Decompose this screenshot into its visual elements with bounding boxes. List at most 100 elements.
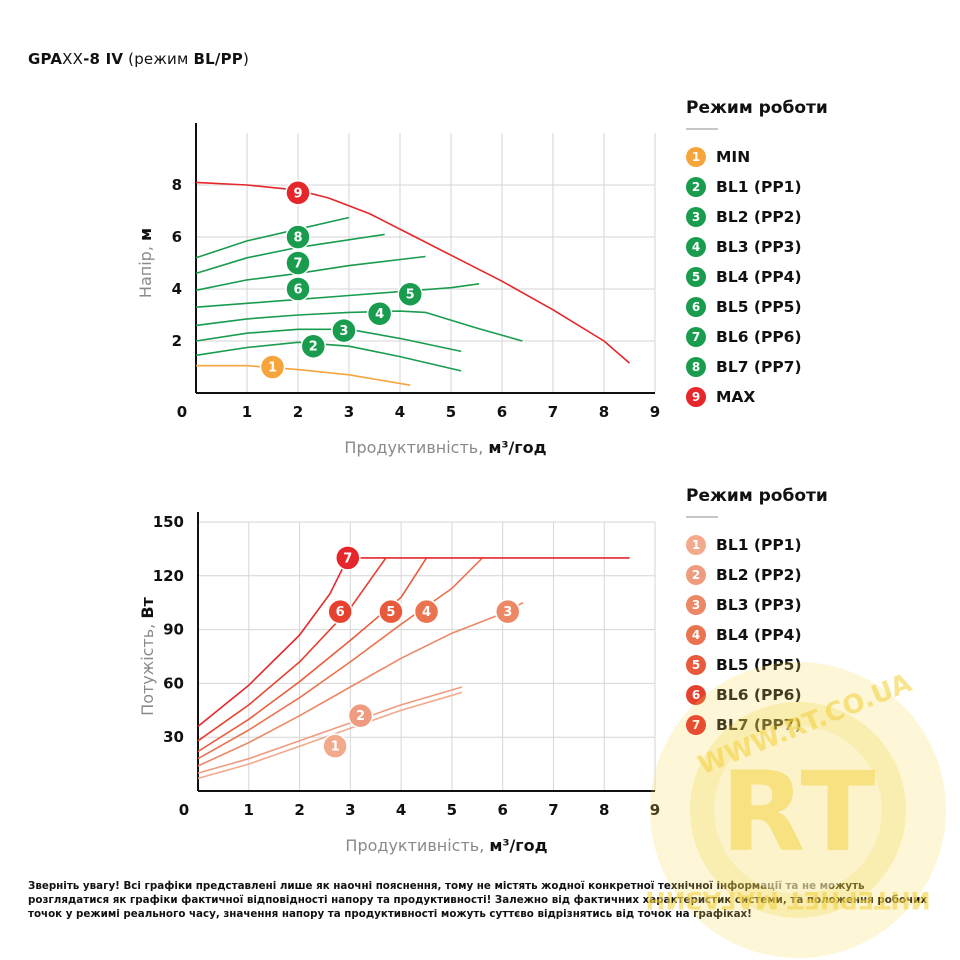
- legend-badge: 6: [686, 297, 706, 317]
- legend-label: BL2 (PP2): [716, 566, 802, 584]
- legend-badge: 3: [686, 207, 706, 227]
- series-marker: 1: [322, 733, 348, 759]
- y-axis-label-unit: Вт: [138, 596, 157, 618]
- legend-label: MAX: [716, 388, 756, 406]
- marker-circle: [335, 545, 361, 571]
- series-marker: 6: [285, 276, 311, 302]
- x-axis-label: Продуктивність, м³/год: [344, 438, 546, 457]
- series-line: [197, 601, 524, 767]
- series-line: [195, 341, 462, 372]
- series-lines: [197, 557, 630, 780]
- legend-label: BL3 (PP3): [716, 596, 802, 614]
- head-legend: Режим роботи 1 MIN 2 BL1 (PP1) 3 BL2 (PP2) 4 BL…: [686, 98, 828, 412]
- marker-circle: [259, 354, 286, 380]
- legend-label: BL7 (PP7): [716, 358, 802, 376]
- x-tick-label: 1: [244, 801, 254, 819]
- series-line: [195, 255, 426, 292]
- legend-divider: [686, 128, 718, 130]
- y-tick-label: 4: [172, 280, 182, 298]
- title-model-placeholder: XX: [62, 50, 84, 68]
- series-line: [197, 557, 630, 728]
- legend-item: 7 BL7 (PP7): [686, 710, 828, 740]
- legend-item: 4 BL3 (PP3): [686, 232, 828, 262]
- legend-item: 1 BL1 (PP1): [686, 530, 828, 560]
- legend-items: 1 MIN 2 BL1 (PP1) 3 BL2 (PP2) 4 BL3 (PP3) 5 BL4 (…: [686, 142, 828, 412]
- title-model-prefix: GPA: [28, 50, 63, 68]
- legend-label: BL1 (PP1): [716, 536, 802, 554]
- legend-label: BL4 (PP4): [716, 268, 802, 286]
- marker-circle: [397, 281, 423, 307]
- legend-badge: 8: [686, 357, 706, 377]
- legend-badge: 5: [686, 267, 706, 287]
- marker-label: 7: [343, 551, 352, 566]
- legend-label: BL2 (PP2): [716, 208, 802, 226]
- y-tick-label: 120: [153, 567, 184, 585]
- legend-item: 2 BL1 (PP1): [686, 172, 828, 202]
- marker-circle: [347, 702, 374, 729]
- marker-label: 5: [406, 288, 415, 303]
- x-tick-label: 3: [345, 801, 355, 819]
- legend-item: 6 BL5 (PP5): [686, 292, 828, 322]
- marker-label: 3: [503, 605, 512, 620]
- series-line: [197, 686, 463, 774]
- y-tick-label: 60: [163, 674, 184, 692]
- y-tick-label: 2: [172, 332, 182, 350]
- x-tick-label: 1: [242, 403, 252, 421]
- x-tick-label: 6: [497, 403, 507, 421]
- disclaimer-note: Зверніть увагу! Всі графіки представлені…: [28, 880, 927, 920]
- legend-label: BL1 (PP1): [716, 178, 802, 196]
- series-marker: 2: [300, 333, 327, 359]
- y-axis-label-text: Потужість,: [138, 619, 157, 716]
- legend-badge: 3: [686, 595, 706, 615]
- series-marker: 4: [366, 300, 393, 327]
- x-tick-label: 4: [396, 801, 406, 819]
- x-tick-label: 2: [294, 801, 304, 819]
- series-marker: 4: [413, 598, 440, 625]
- y-tick-label: 30: [163, 728, 184, 746]
- grid-lines: [196, 133, 656, 393]
- series-line: [195, 328, 462, 353]
- series-line: [195, 233, 385, 275]
- series-marker: 7: [285, 250, 311, 276]
- series-marker: 5: [397, 281, 423, 307]
- legend-label: BL6 (PP6): [716, 328, 802, 346]
- x-tick-label: 7: [548, 801, 558, 819]
- x-axis-label: Продуктивність, м³/год: [345, 836, 547, 855]
- x-tick-label: 5: [446, 403, 456, 421]
- marker-label: 4: [422, 605, 431, 620]
- legend-badge: 6: [686, 685, 706, 705]
- series-marker: 7: [335, 545, 361, 571]
- power-legend: Режим роботи 1 BL1 (PP1) 2 BL2 (PP2) 3 BL3 (P…: [686, 486, 828, 740]
- x-tick-label: 2: [293, 403, 303, 421]
- x-tick-label: 8: [599, 801, 609, 819]
- legend-label: BL5 (PP5): [716, 298, 802, 316]
- marker-circle: [322, 733, 348, 759]
- legend-badge: 7: [686, 715, 706, 735]
- marker-label: 2: [356, 709, 365, 724]
- series-marker: 3: [331, 317, 357, 344]
- legend-item: 8 BL7 (PP7): [686, 352, 828, 382]
- legend-label: BL4 (PP4): [716, 626, 802, 644]
- legend-item: 2 BL2 (PP2): [686, 560, 828, 590]
- marker-circle: [413, 598, 440, 625]
- legend-item: 9 MAX: [686, 382, 828, 412]
- x-tick-label: 0: [179, 801, 189, 819]
- y-axis-label-unit: м: [136, 228, 155, 241]
- x-axis-label-text: Продуктивність,: [345, 836, 489, 855]
- series-markers: 1 2 3 4 5 6 7: [322, 545, 521, 759]
- marker-circle: [285, 276, 311, 302]
- legend-label: BL6 (PP6): [716, 686, 802, 704]
- series-line: [195, 283, 480, 308]
- legend-badge: 2: [686, 177, 706, 197]
- title-model-suffix: -8 IV: [83, 50, 124, 68]
- grid-lines: [198, 521, 656, 791]
- x-tick-label: 5: [447, 801, 457, 819]
- marker-label: 1: [331, 740, 340, 755]
- x-tick-label: 9: [650, 403, 660, 421]
- legend-item: 3 BL3 (PP3): [686, 590, 828, 620]
- series-line: [197, 557, 483, 760]
- legend-badge: 1: [686, 535, 706, 555]
- legend-badge: 1: [686, 147, 706, 167]
- x-axis-label-text: Продуктивність,: [344, 438, 488, 457]
- marker-label: 6: [336, 605, 345, 620]
